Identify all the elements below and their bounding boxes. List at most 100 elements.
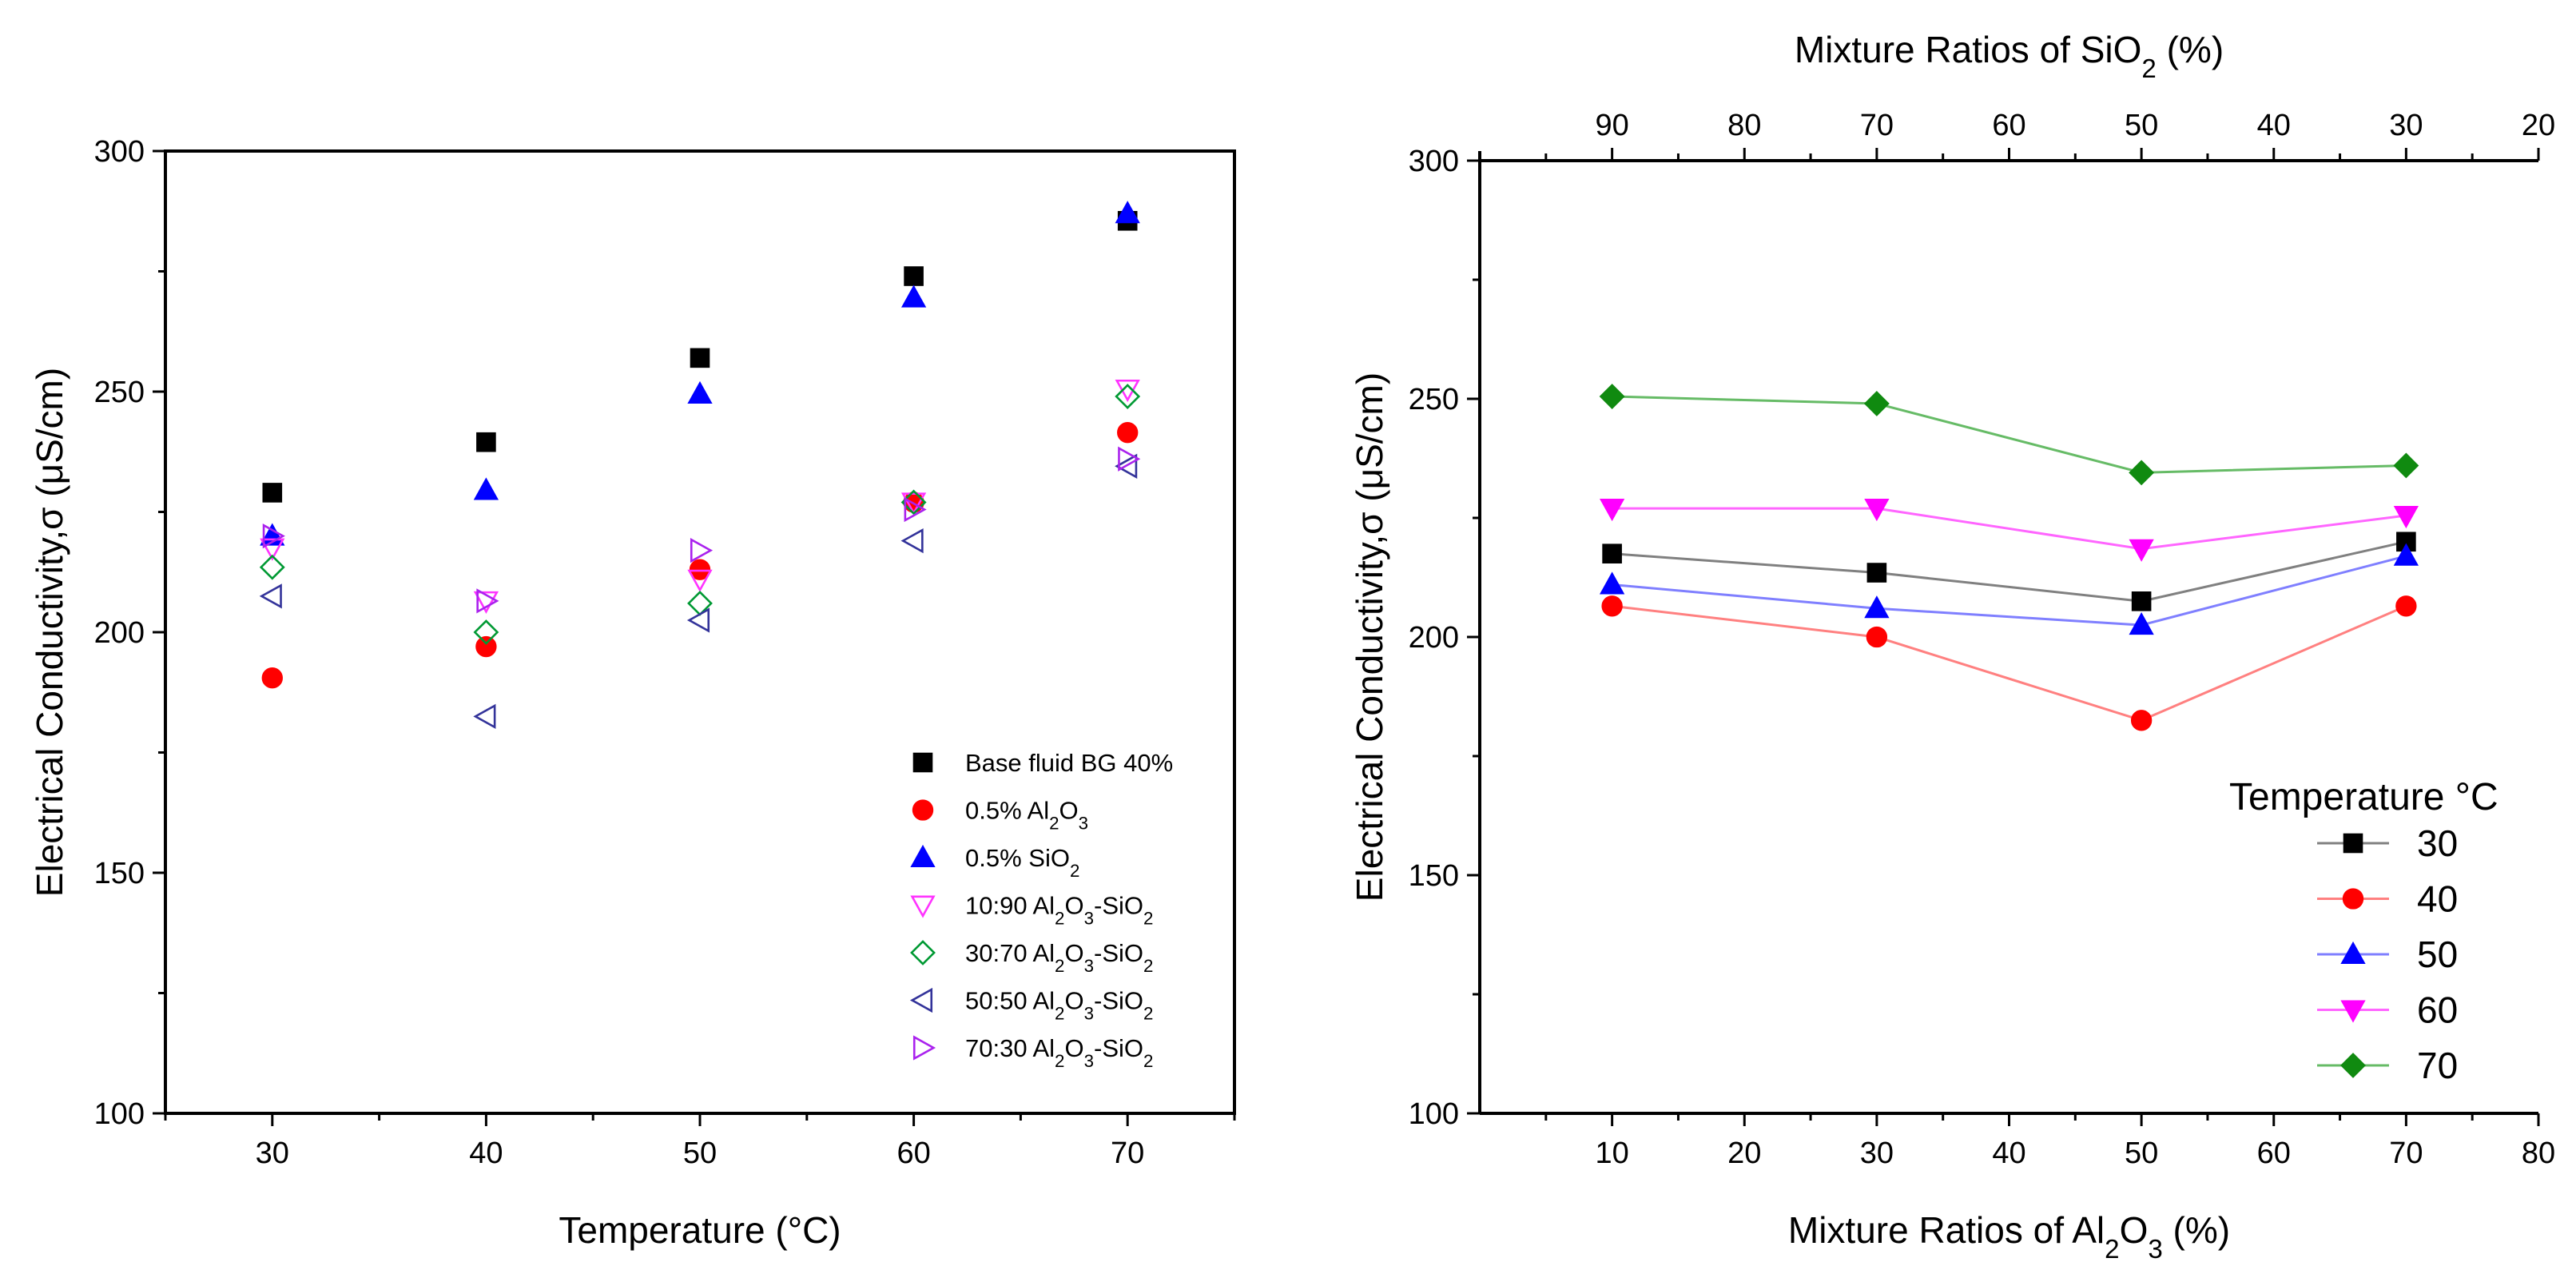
legend-label: 70:30 Al2O3-SiO2 [965,1034,1153,1071]
legend: Temperature °C30 40 50 60 70 [2229,776,2498,1086]
data-point [259,554,285,580]
top-tick-label: 60 [1992,109,2025,142]
legend-label: 50 [2417,934,2458,975]
legend-label: 50:50 Al2O3-SiO2 [965,987,1153,1024]
data-point [904,266,924,286]
data-point [2130,710,2153,731]
legend-label: 0.5% SiO2 [965,844,1079,881]
series-30 [1602,532,2416,611]
data-point [686,607,710,633]
x-tick-label: 60 [896,1137,930,1170]
legend-marker [910,940,936,965]
text-fragment: 2 [2105,1235,2119,1264]
data-point [1601,595,1623,617]
text-fragment: 10:90 Al [965,892,1055,920]
text-fragment: (%) [2157,29,2224,70]
data-point [2129,460,2155,486]
legend-label: 0.5% Al2O3 [965,797,1088,834]
legend-label: 30 [2417,822,2458,864]
data-point [262,523,285,549]
series-line [1612,540,2407,603]
text-fragment: 2 [2141,54,2156,84]
legend-label: 10:90 Al2O3-SiO2 [965,892,1153,929]
data-point [473,703,496,729]
legend-marker [2343,833,2363,854]
y-tick-label: 300 [94,135,145,169]
data-point [1599,499,1625,522]
data-point [900,285,927,308]
x-tick-label: 40 [1992,1137,2025,1170]
text-fragment: O [1064,987,1083,1015]
top-tick-label: 80 [1727,109,1761,142]
y-tick-label: 200 [1409,621,1459,655]
series-40 [1601,595,2417,731]
data-point [1115,453,1138,479]
y-axis-label: Electrical Conductivity,σ (μS/cm) [29,368,70,897]
top-tick-label: 90 [1595,109,1628,142]
plot-frame [164,149,1236,1115]
y-tick-label: 200 [94,616,145,650]
text-fragment: Base fluid BG 40% [965,749,1173,777]
text-fragment: (%) [2163,1209,2230,1251]
data-point [262,483,283,503]
x-tick-label: 60 [2257,1137,2291,1170]
text-fragment: 0.5% SiO [965,844,1070,872]
x-axis-label: Temperature (°C) [559,1209,841,1251]
series-50 [1599,543,2419,635]
data-point [900,492,927,516]
series-line [1612,604,2407,722]
x-tick-label: 50 [2125,1137,2158,1170]
chart-temperature-scatter: 100 150 200 250 300 30 40 50 60 70 Temperature (°C… [29,135,1236,1251]
series-60 [1599,499,2419,562]
data-point [1866,563,1887,583]
data-point [1599,571,1625,595]
legend-marker [912,1035,936,1061]
data-point [260,538,285,561]
data-point [476,588,499,614]
text-fragment: O [1064,892,1083,920]
data-point [900,528,924,554]
legend-title: Temperature °C [2229,776,2498,818]
x-tick-label: 50 [683,1137,717,1170]
data-point [473,591,499,614]
data-point [1866,626,1888,648]
text-fragment: 2 [1143,908,1153,928]
data-point [1115,379,1140,403]
text-fragment: 2 [1143,1051,1153,1071]
series-70 [1599,384,2419,486]
series-5 [259,384,1141,645]
data-point [687,569,713,592]
data-point [1118,446,1141,472]
data-point [2129,539,2154,562]
data-point [473,619,499,645]
text-fragment: 3 [2148,1235,2162,1264]
legend-label: 60 [2417,989,2458,1031]
text-fragment: -SiO [1094,987,1143,1015]
series-1 [262,210,1138,503]
legend-marker [912,752,933,773]
y-tick-label: 250 [94,376,145,409]
top-axis-label: Mixture Ratios of SiO2 (%) [1795,29,2224,84]
text-fragment: O [1064,1034,1083,1062]
legend-marker [2342,888,2364,910]
x-tick-label: 80 [2522,1137,2555,1170]
y-tick-label: 300 [1409,145,1459,178]
data-point [2395,595,2417,617]
text-fragment: 3 [1084,1003,1094,1023]
x-tick-label: 30 [256,1137,289,1170]
data-point [904,496,927,523]
text-fragment: Mixture Ratios of Al [1788,1209,2105,1251]
data-point [1864,499,1890,522]
text-fragment: 2 [1055,908,1064,928]
legend-marker [2340,1000,2366,1023]
data-point [1117,421,1139,444]
text-fragment: 30:70 Al [965,939,1055,967]
text-fragment: O [1064,939,1083,967]
series-line [1612,395,2407,474]
text-fragment: O [1059,797,1079,825]
text-fragment: -SiO [1094,1034,1143,1062]
x-tick-label: 20 [1727,1137,1761,1170]
data-point [1864,595,1890,619]
top-tick-label: 40 [2257,109,2291,142]
